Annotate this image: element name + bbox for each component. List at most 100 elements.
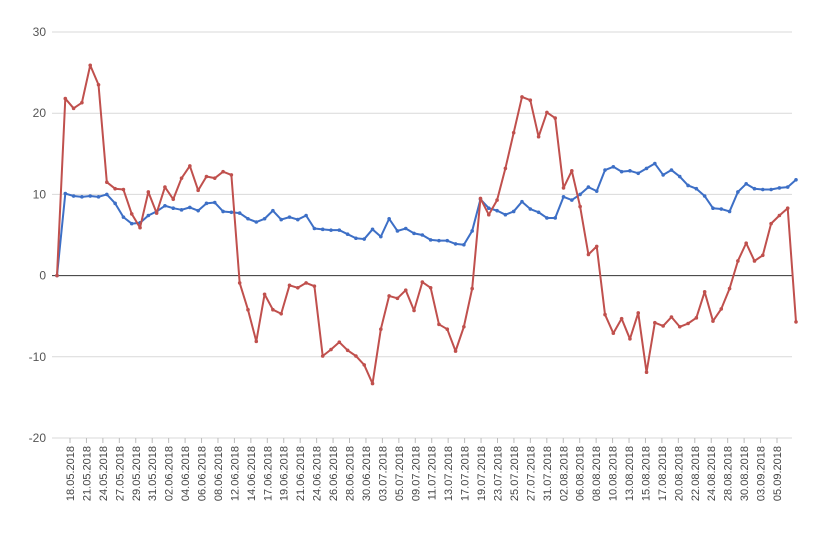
x-tick-label: 20.08.2018	[673, 446, 685, 501]
x-tick-label: 25.07.2018	[509, 446, 521, 501]
data-point	[495, 198, 499, 202]
data-point	[669, 168, 674, 172]
data-point	[295, 217, 300, 222]
data-point	[428, 238, 433, 242]
data-point	[129, 221, 134, 226]
data-point	[179, 176, 184, 180]
x-tick-label: 02.06.2018	[164, 446, 176, 501]
data-point	[163, 185, 167, 189]
data-point	[379, 234, 383, 239]
x-tick-label: 12.06.2018	[229, 446, 241, 501]
data-point	[196, 208, 200, 213]
x-tick-label: 11.07.2018	[427, 446, 439, 500]
data-point	[262, 216, 267, 221]
data-point	[760, 253, 765, 258]
x-tick-label: 24.06.2018	[312, 446, 324, 501]
data-point	[603, 168, 607, 172]
data-point	[686, 321, 690, 326]
y-axis-tick-labels: 30 20 10 0 -10 -20	[29, 25, 47, 445]
data-point	[462, 242, 466, 247]
data-point	[628, 337, 632, 341]
data-point	[486, 206, 491, 211]
data-point	[794, 177, 798, 182]
data-point	[345, 348, 350, 353]
data-point	[694, 186, 699, 191]
x-tick-label: 21.06.2018	[295, 446, 307, 501]
data-point	[171, 206, 176, 211]
data-point	[179, 208, 184, 212]
data-point	[121, 187, 126, 192]
x-tick-label: 29.05.2018	[131, 446, 143, 501]
data-point	[594, 189, 599, 193]
x-tick-label: 22.08.2018	[690, 446, 702, 501]
data-point	[279, 217, 283, 222]
data-point	[379, 327, 383, 331]
data-point	[304, 213, 308, 218]
data-point	[677, 174, 682, 179]
x-tick-label: 03.09.2018	[756, 446, 768, 501]
data-point	[478, 196, 483, 201]
data-point	[262, 292, 267, 297]
data-point	[63, 191, 68, 196]
data-point	[420, 233, 425, 237]
data-point	[636, 171, 641, 176]
x-tick-label: 05.07.2018	[394, 446, 406, 501]
data-point	[727, 209, 732, 214]
data-point	[395, 229, 400, 233]
data-point	[453, 242, 458, 246]
data-point	[129, 212, 134, 216]
data-point	[785, 185, 790, 189]
x-tick-label: 19.06.2018	[279, 446, 291, 501]
data-point	[412, 308, 416, 313]
data-point	[221, 169, 225, 174]
data-point	[105, 192, 109, 197]
data-point	[520, 95, 524, 99]
series-line	[56, 64, 797, 385]
data-point	[528, 207, 533, 211]
data-point	[453, 349, 458, 353]
x-tick-label: 28.08.2018	[723, 446, 735, 501]
data-point	[237, 281, 242, 285]
data-point	[594, 244, 599, 249]
data-point	[204, 201, 209, 206]
x-tick-label: 04.06.2018	[180, 446, 192, 501]
data-point	[744, 182, 748, 186]
series-1	[55, 63, 798, 386]
data-point	[619, 316, 624, 321]
data-point	[221, 209, 225, 214]
data-point	[462, 324, 466, 329]
data-point	[212, 200, 217, 205]
x-tick-label: 08.08.2018	[591, 446, 603, 501]
data-point	[486, 212, 491, 217]
data-point	[279, 311, 283, 316]
x-tick-label: 24.08.2018	[706, 446, 718, 501]
data-point	[503, 166, 508, 171]
data-point	[254, 220, 259, 224]
data-point	[653, 161, 657, 166]
data-point	[636, 311, 641, 315]
x-tick-label: 18.05.2018	[65, 446, 77, 501]
data-point	[246, 216, 250, 221]
data-point	[752, 259, 757, 263]
data-point	[536, 134, 541, 139]
data-point	[412, 231, 416, 236]
data-point	[96, 82, 101, 87]
y-tick-label: 10	[33, 187, 47, 201]
data-point	[362, 363, 367, 367]
data-point	[229, 210, 234, 215]
x-tick-label: 31.05.2018	[147, 446, 159, 501]
data-point	[403, 288, 408, 293]
data-point	[337, 340, 342, 344]
x-tick-label: 10.08.2018	[608, 446, 620, 501]
y-tick-label: -20	[29, 431, 47, 445]
data-point	[611, 331, 616, 336]
data-point	[553, 116, 558, 120]
data-point	[702, 194, 707, 198]
x-axis-tick-labels: 18.05.2018 21.05.2018 24.05.2018 27.05.2018…	[65, 438, 784, 501]
data-point	[246, 307, 250, 312]
data-point	[736, 259, 740, 263]
data-point	[370, 381, 375, 386]
data-point	[561, 186, 566, 190]
data-point	[271, 307, 275, 312]
